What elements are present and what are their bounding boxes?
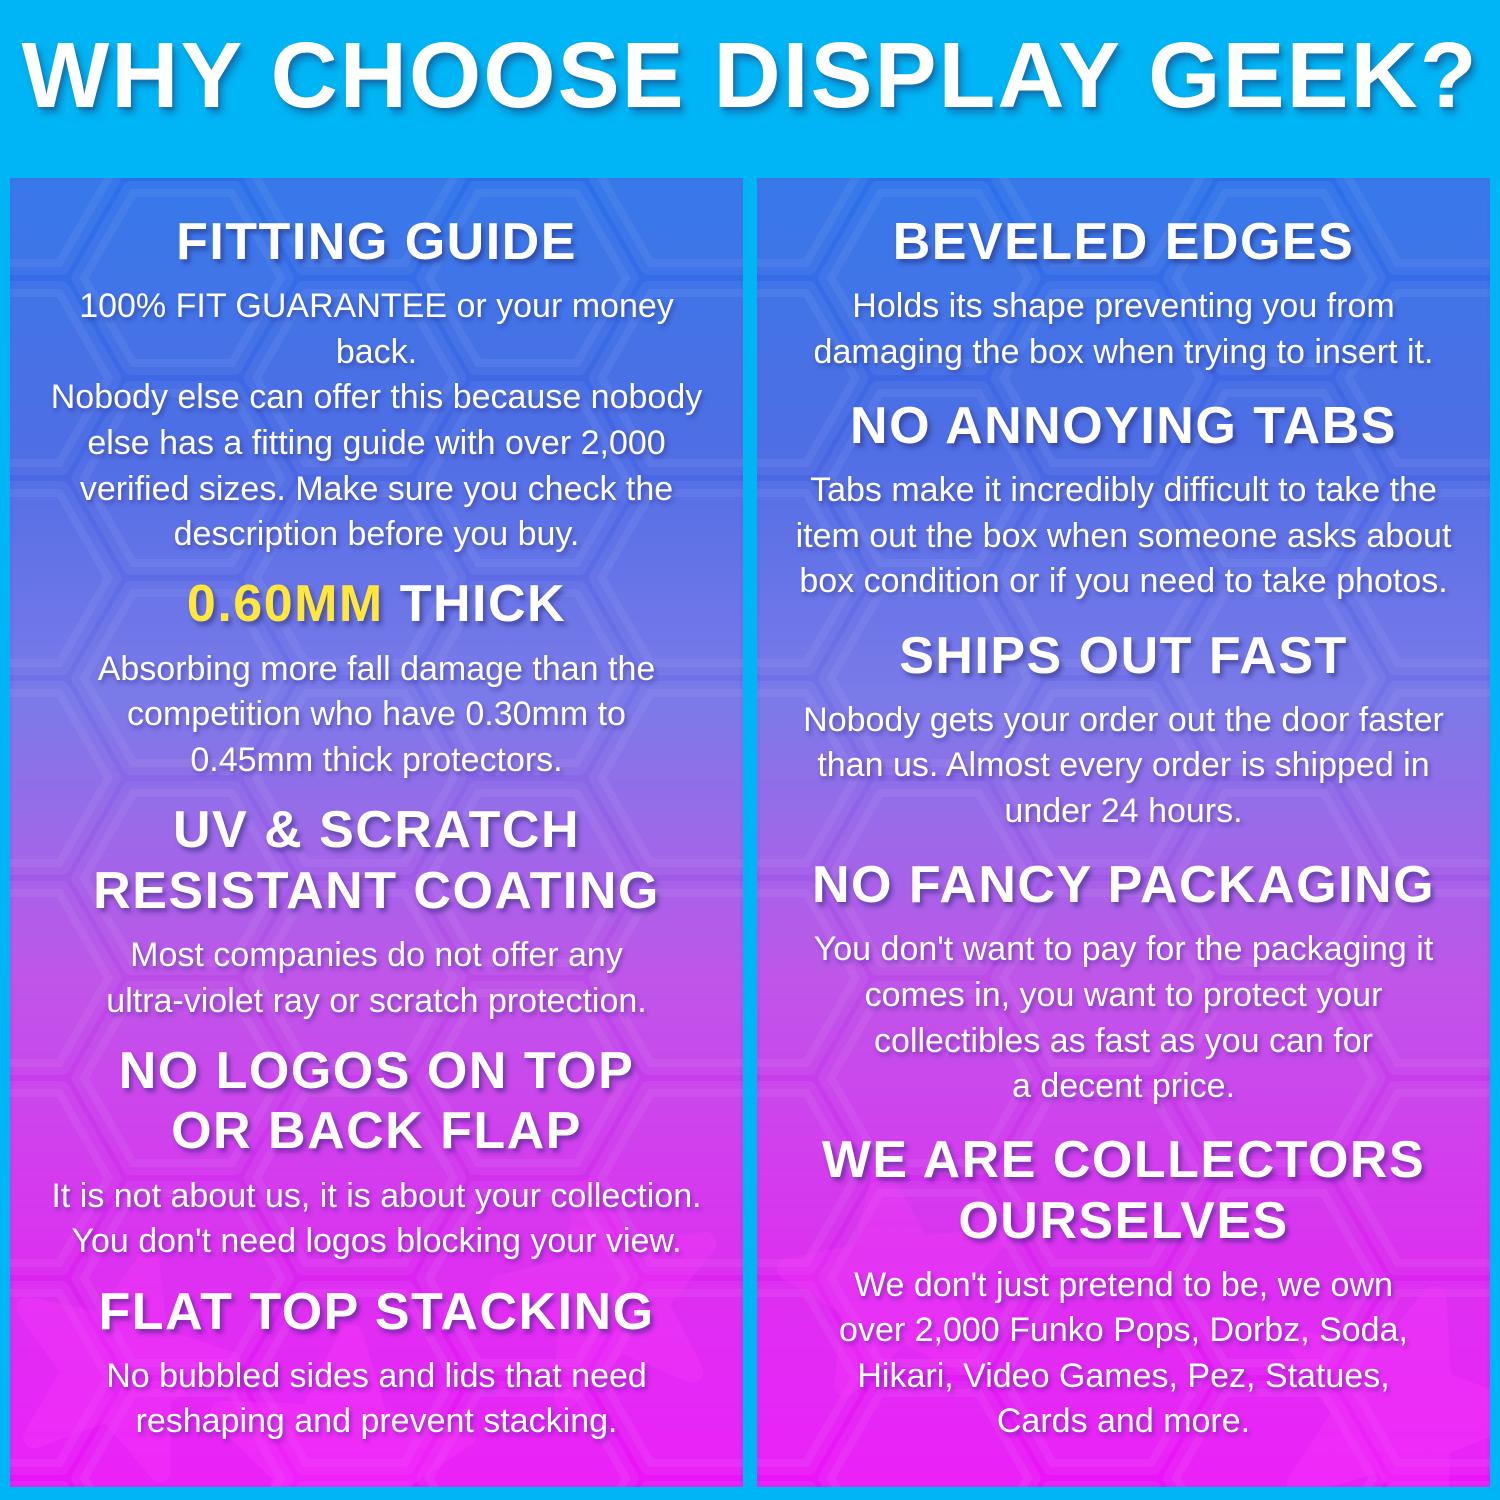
feature-section: NO ANNOYING TABS Tabs make it incredibly … bbox=[781, 396, 1466, 605]
section-heading: NO FANCY PACKAGING bbox=[811, 856, 1436, 915]
section-heading: NO ANNOYING TABS bbox=[850, 397, 1397, 455]
section-heading: FITTING GUIDE bbox=[176, 213, 577, 271]
heading-highlight-text: 0.60MM bbox=[186, 575, 384, 634]
section-body: Holds its shape preventing you from dama… bbox=[813, 287, 1434, 371]
section-body: You don't want to pay for the packaging … bbox=[813, 930, 1434, 1106]
section-heading: 0.60MM THICK bbox=[34, 574, 719, 634]
feature-panels: FITTING GUIDE 100% FIT GUARANTEE or your … bbox=[10, 178, 1490, 1487]
hex-pattern bbox=[10, 178, 743, 1487]
right-panel: BEVELED EDGES Holds its shape preventing … bbox=[757, 178, 1490, 1487]
left-panel: FITTING GUIDE 100% FIT GUARANTEE or your … bbox=[10, 178, 743, 1487]
feature-section: WE ARE COLLECTORS OURSELVES We don't just… bbox=[781, 1130, 1466, 1445]
page-title: WHY CHOOSE DISPLAY GEEK? bbox=[21, 23, 1479, 127]
section-body: Absorbing more fall damage than the comp… bbox=[97, 649, 656, 779]
right-column: BEVELED EDGES Holds its shape preventing … bbox=[757, 178, 1490, 1487]
feature-section: NO LOGOS ON TOP OR BACK FLAP It is not ab… bbox=[34, 1041, 719, 1265]
section-heading: NO LOGOS ON TOP OR BACK FLAP bbox=[118, 1041, 635, 1161]
section-body: Nobody gets your order out the door fast… bbox=[803, 700, 1444, 830]
section-heading: UV & SCRATCH RESISTANT COATING bbox=[93, 801, 660, 920]
left-column: FITTING GUIDE 100% FIT GUARANTEE or your … bbox=[10, 178, 743, 1487]
section-body: Tabs make it incredibly difficult to tak… bbox=[795, 471, 1452, 601]
section-heading: SHIPS OUT FAST bbox=[899, 626, 1348, 685]
section-body: 100% FIT GUARANTEE or your money back. N… bbox=[50, 287, 703, 554]
section-body: It is not about us, it is about your col… bbox=[51, 1176, 702, 1261]
section-body: Most companies do not offer any ultra-vi… bbox=[106, 935, 647, 1020]
hex-pattern bbox=[757, 178, 1490, 1487]
feature-section: 0.60MM THICK Absorbing more fall damage t… bbox=[34, 574, 719, 783]
section-body: We don't just pretend to be, we own over… bbox=[839, 1265, 1408, 1441]
feature-section: NO FANCY PACKAGING You don't want to pay … bbox=[781, 855, 1466, 1110]
feature-section: UV & SCRATCH RESISTANT COATING Most compa… bbox=[34, 800, 719, 1024]
heading-text: THICK bbox=[383, 575, 567, 634]
section-body: No bubbled sides and lids that need resh… bbox=[106, 1356, 647, 1441]
feature-section: FLAT TOP STACKING No bubbled sides and li… bbox=[34, 1282, 719, 1445]
section-heading: WE ARE COLLECTORS OURSELVES bbox=[821, 1131, 1426, 1250]
feature-section: FITTING GUIDE 100% FIT GUARANTEE or your … bbox=[34, 212, 719, 558]
feature-section: SHIPS OUT FAST Nobody gets your order out… bbox=[781, 626, 1466, 835]
section-heading: FLAT TOP STACKING bbox=[98, 1282, 655, 1341]
section-heading: BEVELED EDGES bbox=[892, 213, 1355, 271]
feature-section: BEVELED EDGES Holds its shape preventing … bbox=[781, 212, 1466, 375]
